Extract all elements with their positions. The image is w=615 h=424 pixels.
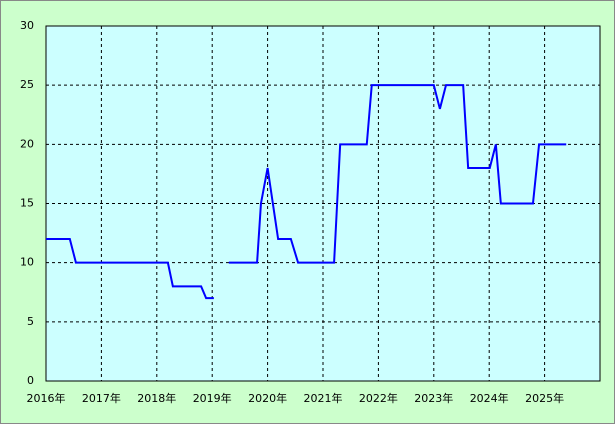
x-tick-label: 2022年 xyxy=(359,391,398,405)
line-series xyxy=(46,84,567,300)
y-tick-label: 30 xyxy=(20,19,34,32)
y-tick-label: 25 xyxy=(20,78,34,91)
x-tick-label: 2017年 xyxy=(82,391,121,405)
x-tick-label: 2023年 xyxy=(414,391,453,405)
y-tick-label: 15 xyxy=(20,197,34,210)
x-tick-label: 2018年 xyxy=(137,391,176,405)
x-tick-label: 2020年 xyxy=(248,391,287,405)
y-tick-label: 10 xyxy=(20,256,34,269)
y-tick-label: 5 xyxy=(27,315,34,328)
y-tick-label: 0 xyxy=(27,374,34,387)
y-tick-label: 20 xyxy=(20,137,34,150)
x-tick-label: 2019年 xyxy=(193,391,232,405)
x-tick-label: 2024年 xyxy=(470,391,509,405)
plot-border xyxy=(45,25,601,382)
x-tick-label: 2025年 xyxy=(525,391,564,405)
x-tick-label: 2021年 xyxy=(304,391,343,405)
x-tick-label: 2016年 xyxy=(27,391,66,405)
